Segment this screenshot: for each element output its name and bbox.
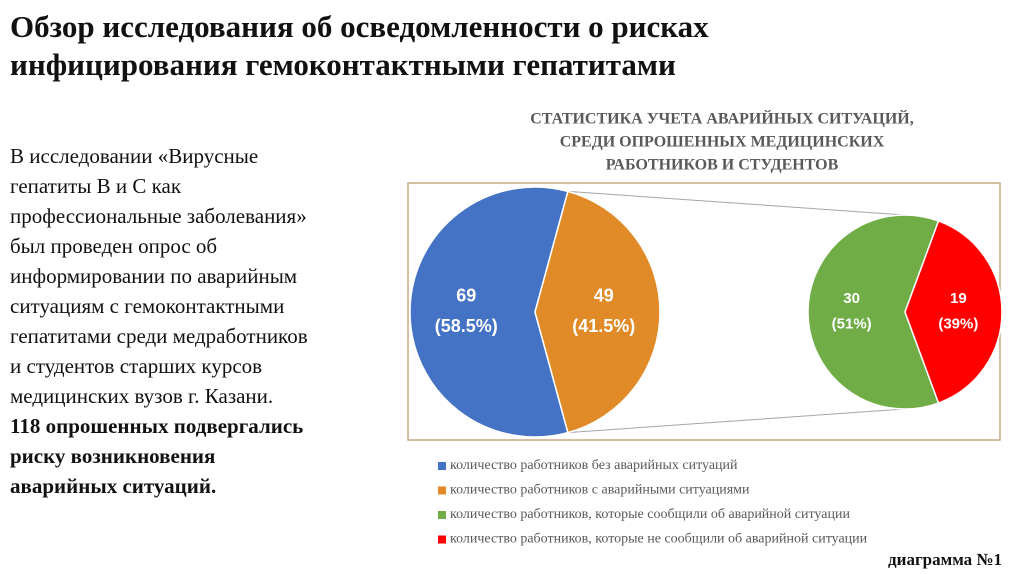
value-label: 69: [456, 285, 476, 305]
legend-swatch: [438, 462, 446, 470]
body-text: медицинских вузов г. Казани.: [10, 384, 273, 408]
legend-label: количество работников с аварийными ситуа…: [450, 483, 750, 498]
value-label: 19: [950, 290, 967, 307]
value-label: 30: [843, 290, 860, 307]
body-text: ситуациям с гемоконтактными: [10, 294, 284, 318]
connector-line: [567, 190, 906, 216]
value-label: 49: [594, 285, 614, 305]
legend-swatch: [438, 535, 446, 544]
legend-label: количество работников, которые не сообщи…: [450, 532, 868, 547]
legend-swatch: [438, 486, 446, 495]
body-text: В исследовании «Вирусные: [10, 144, 258, 168]
slide-title: инфицирования гемоконтактными гепатитами: [10, 47, 676, 82]
body-text: и студентов старших курсов: [10, 354, 262, 378]
pie-slice: [409, 186, 569, 438]
legend-label: количество работников без аварийных ситу…: [450, 458, 738, 473]
body-text: гепатитами среди медработников: [10, 324, 308, 348]
percent-label: (51%): [832, 316, 872, 333]
body-text: информировании по аварийным: [10, 264, 297, 288]
percent-label: (41.5%): [572, 316, 635, 336]
chart-title: СТАТИСТИКА УЧЕТА АВАРИЙНЫХ СИТУАЦИЙ,: [530, 109, 914, 128]
pie-slice: [904, 220, 1003, 404]
percent-label: (39%): [938, 316, 978, 333]
body-text: гепатиты В и С как: [10, 174, 182, 198]
pie-slice: [534, 190, 661, 434]
body-emphasis: риску возникновения: [10, 444, 215, 468]
body-text: был проведен опрос об: [10, 234, 217, 258]
chart-title: СРЕДИ ОПРОШЕННЫХ МЕДИЦИНСКИХ: [560, 134, 885, 151]
body-emphasis: аварийных ситуаций.: [10, 474, 216, 498]
legend-swatch: [438, 511, 446, 519]
slide-title: Обзор исследования об осведомленности о …: [10, 9, 709, 44]
legend-label: количество работников, которые сообщили …: [450, 507, 850, 522]
body-text: профессиональные заболевания»: [10, 204, 307, 228]
percent-label: (58.5%): [435, 316, 498, 336]
body-emphasis: 118 опрошенных подвергались: [10, 414, 303, 438]
chart-caption: диаграмма №1: [888, 550, 1002, 569]
chart-title: РАБОТНИКОВ И СТУДЕНТОВ: [606, 157, 839, 174]
pie-slice: [807, 214, 940, 410]
connector-line: [567, 408, 906, 434]
